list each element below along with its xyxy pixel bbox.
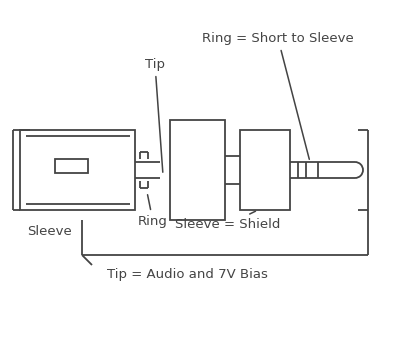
- Text: Ring = Short to Sleeve: Ring = Short to Sleeve: [202, 32, 354, 159]
- Text: Sleeve: Sleeve: [27, 225, 72, 238]
- Bar: [170, 120, 225, 220]
- Bar: [20, 130, 135, 210]
- Bar: [55, 159, 88, 173]
- Text: Tip = Audio and 7V Bias: Tip = Audio and 7V Bias: [107, 268, 268, 281]
- Text: Ring: Ring: [138, 195, 168, 228]
- Text: Sleeve = Shield: Sleeve = Shield: [175, 211, 281, 231]
- Bar: [240, 130, 290, 210]
- Text: Tip: Tip: [145, 58, 165, 172]
